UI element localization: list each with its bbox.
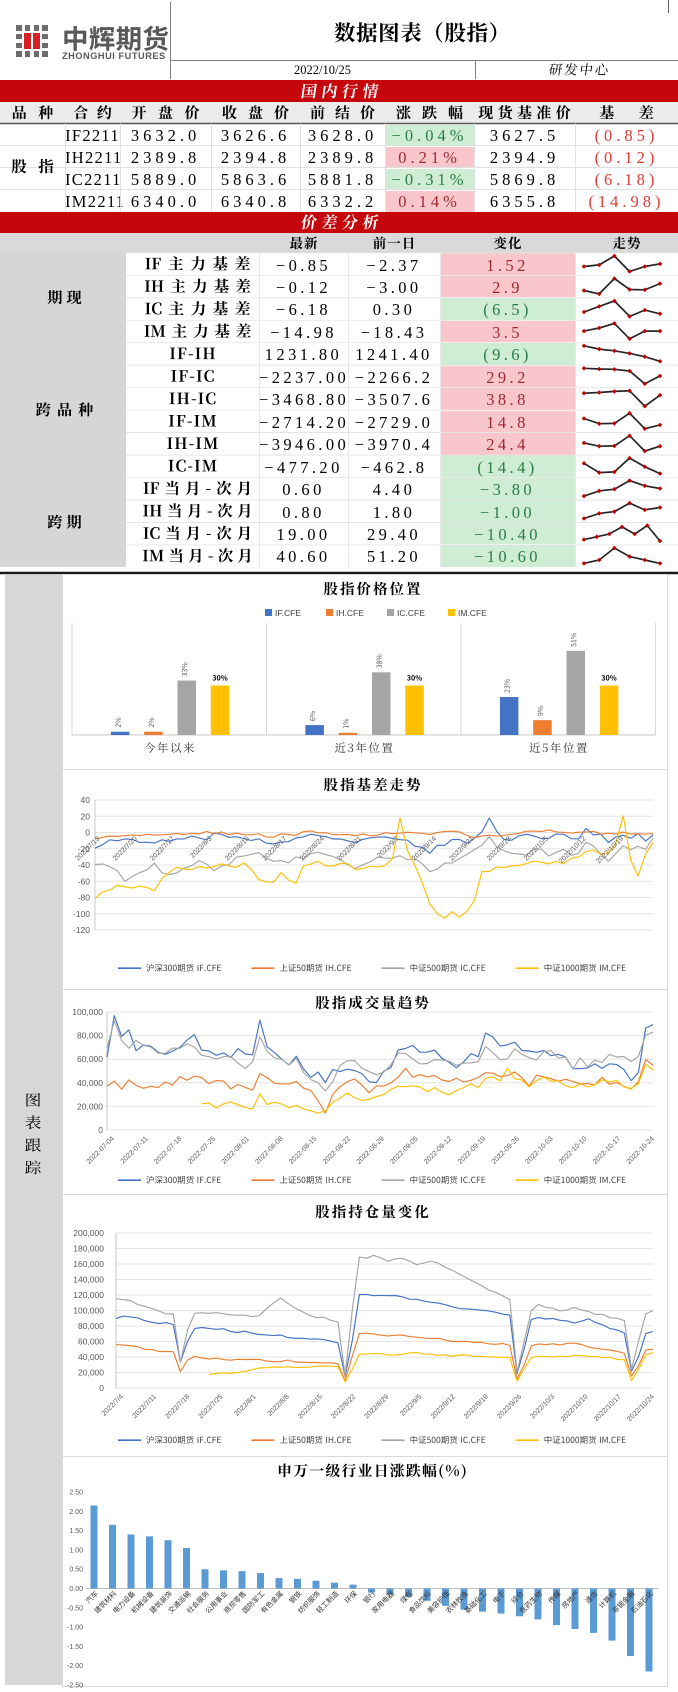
svg-text:2022/9/26: 2022/9/26 (496, 1393, 523, 1420)
svg-text:2022/7/25: 2022/7/25 (197, 1393, 224, 1420)
svg-text:40,000: 40,000 (77, 1078, 103, 1088)
svg-text:140,000: 140,000 (73, 1275, 104, 1285)
svg-text:80,000: 80,000 (77, 1031, 103, 1041)
svg-text:-2.50: -2.50 (67, 1683, 83, 1690)
svg-text:2.00: 2.00 (69, 1509, 83, 1516)
svg-text:160,000: 160,000 (73, 1259, 104, 1269)
svg-text:2022/8/29: 2022/8/29 (363, 1393, 390, 1420)
svg-text:2022-08-22: 2022-08-22 (322, 1135, 352, 1165)
svg-text:2022/10/3: 2022/10/3 (529, 1393, 556, 1420)
svg-text:2022-08-29: 2022-08-29 (356, 1135, 386, 1165)
svg-text:20: 20 (81, 811, 91, 821)
svg-text:2022-09-12: 2022-09-12 (423, 1135, 453, 1165)
svg-text:2022-08-08: 2022-08-08 (254, 1135, 284, 1165)
svg-text:0.00: 0.00 (69, 1586, 83, 1593)
svg-text:60,000: 60,000 (78, 1337, 104, 1347)
svg-text:2022/9/5: 2022/9/5 (399, 1393, 423, 1417)
svg-text:120,000: 120,000 (73, 1290, 104, 1300)
svg-text:2022-07-18: 2022-07-18 (153, 1135, 183, 1165)
svg-text:2022-09-19: 2022-09-19 (457, 1135, 487, 1165)
svg-text:2022-07-11: 2022-07-11 (120, 1135, 150, 1165)
svg-text:0: 0 (98, 1125, 103, 1135)
svg-text:2022-10-03: 2022-10-03 (524, 1135, 554, 1165)
svg-text:2022-09-05: 2022-09-05 (389, 1135, 419, 1165)
svg-text:2022/9/19: 2022/9/19 (463, 1393, 490, 1420)
svg-text:-20: -20 (78, 844, 91, 854)
svg-text:2022/10/10: 2022/10/10 (560, 1393, 590, 1423)
svg-text:2.50: 2.50 (69, 1490, 83, 1497)
svg-text:2022-07-04: 2022-07-04 (86, 1135, 116, 1165)
svg-text:-60: -60 (78, 876, 91, 886)
svg-text:-2.00: -2.00 (67, 1663, 83, 1670)
svg-text:-0.50: -0.50 (67, 1605, 83, 1612)
svg-text:0: 0 (85, 828, 90, 838)
svg-text:2022/8/22: 2022/8/22 (330, 1393, 357, 1420)
svg-text:100,000: 100,000 (72, 1007, 103, 1017)
svg-text:20,000: 20,000 (77, 1101, 103, 1111)
svg-text:100,000: 100,000 (73, 1306, 104, 1316)
svg-text:0.50: 0.50 (69, 1567, 83, 1574)
svg-text:-1.50: -1.50 (67, 1644, 83, 1651)
svg-text:2022/10/19: 2022/10/19 (595, 835, 625, 865)
svg-text:2022/8/1: 2022/8/1 (233, 1393, 257, 1417)
svg-text:IF.CFE: IF.CFE (275, 608, 301, 618)
svg-text:2022-10-24: 2022-10-24 (626, 1135, 656, 1165)
svg-text:2022/8/8: 2022/8/8 (267, 1393, 291, 1417)
svg-text:-40: -40 (78, 860, 91, 870)
svg-text:60,000: 60,000 (77, 1054, 103, 1064)
svg-text:2022/7/11: 2022/7/11 (131, 1393, 158, 1420)
svg-text:1.50: 1.50 (69, 1528, 83, 1535)
svg-text:80,000: 80,000 (78, 1321, 104, 1331)
svg-text:-120: -120 (73, 925, 90, 935)
svg-text:180,000: 180,000 (73, 1244, 104, 1254)
svg-text:40,000: 40,000 (78, 1352, 104, 1362)
svg-text:IM.CFE: IM.CFE (458, 608, 487, 618)
svg-text:2022-09-26: 2022-09-26 (491, 1135, 521, 1165)
svg-text:-100: -100 (73, 909, 90, 919)
svg-text:2022-08-15: 2022-08-15 (288, 1135, 318, 1165)
svg-text:2022/9/7: 2022/9/7 (376, 835, 400, 859)
svg-text:200,000: 200,000 (73, 1228, 104, 1238)
svg-text:1.00: 1.00 (69, 1547, 83, 1554)
svg-text:2022-10-10: 2022-10-10 (558, 1135, 588, 1165)
svg-text:2022/10/17: 2022/10/17 (593, 1393, 623, 1423)
svg-text:20,000: 20,000 (78, 1368, 104, 1378)
svg-text:IH.CFE: IH.CFE (336, 608, 364, 618)
svg-text:2022/7/4: 2022/7/4 (101, 1393, 125, 1417)
svg-text:-80: -80 (78, 893, 91, 903)
svg-text:2022-08-01: 2022-08-01 (221, 1135, 251, 1165)
svg-text:2022/10/24: 2022/10/24 (626, 1393, 656, 1423)
svg-text:40: 40 (81, 795, 91, 805)
svg-text:-1.00: -1.00 (67, 1625, 83, 1632)
svg-text:2022/7/18: 2022/7/18 (164, 1393, 191, 1420)
svg-text:2022/9/12: 2022/9/12 (430, 1393, 457, 1420)
svg-text:2022-07-25: 2022-07-25 (187, 1135, 217, 1165)
svg-text:IC.CFE: IC.CFE (397, 608, 425, 618)
svg-text:0: 0 (99, 1383, 104, 1393)
svg-text:2022-10-17: 2022-10-17 (592, 1135, 622, 1165)
svg-text:2022/8/15: 2022/8/15 (297, 1393, 324, 1420)
